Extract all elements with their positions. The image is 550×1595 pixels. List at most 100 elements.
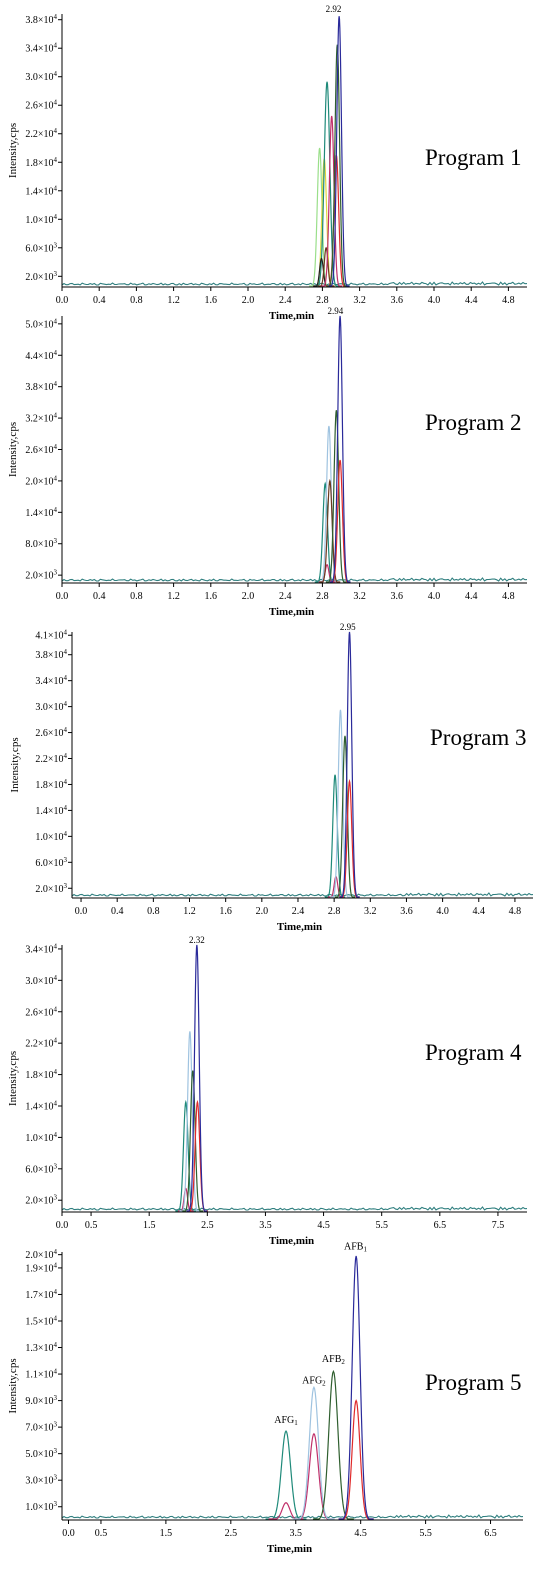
x-tick-label: 1.6 <box>205 591 218 602</box>
x-tick-label: 0.5 <box>85 1220 98 1231</box>
x-tick-label: 1.2 <box>183 906 196 917</box>
x-tick-label: 2.4 <box>292 906 305 917</box>
y-axis-label: Intensity,cps <box>9 737 21 792</box>
peak-time-label: 2.32 <box>189 935 205 945</box>
y-tick-label: 1.8×104 <box>35 778 67 791</box>
x-tick-label: 6.5 <box>484 1528 497 1539</box>
peak-annotation: AFB2 <box>322 1354 345 1366</box>
y-tick-label: 3.8×104 <box>35 648 67 661</box>
x-tick-label: 4.4 <box>465 295 478 306</box>
x-tick-label: 6.5 <box>434 1220 447 1231</box>
series-navy-peak-6 <box>339 631 360 898</box>
x-tick-label: 1.5 <box>143 1220 156 1231</box>
baseline-trace <box>61 1206 528 1211</box>
x-tick-label: 2.5 <box>201 1220 214 1231</box>
series-darkgreen-peak-4 <box>334 735 356 898</box>
baseline-trace <box>61 1514 524 1519</box>
y-tick-label: 2.6×104 <box>35 726 67 739</box>
program-label: Program 5 <box>425 1370 521 1395</box>
x-tick-label: 0.8 <box>147 906 160 917</box>
y-tick-label: 2.0×103 <box>25 1194 57 1207</box>
x-tick-label: 4.5 <box>354 1528 367 1539</box>
y-tick-label: 2.0×103 <box>25 270 57 283</box>
program-label: Program 2 <box>425 410 521 435</box>
series-red-peak-6 <box>338 1399 374 1520</box>
peak-time-label: 2.92 <box>326 4 342 14</box>
x-tick-label: 3.5 <box>289 1528 302 1539</box>
x-tick-label: 0.8 <box>130 295 143 306</box>
x-tick-label: 4.0 <box>428 295 441 306</box>
x-tick-label: 0.0 <box>56 295 69 306</box>
y-tick-label: 1.0×104 <box>25 213 57 226</box>
x-tick-label: 0.0 <box>56 1220 69 1231</box>
y-tick-label: 3.2×104 <box>25 412 57 425</box>
x-tick-label: 2.4 <box>279 295 292 306</box>
y-tick-label: 1.4×104 <box>25 506 57 519</box>
x-tick-label: 2.4 <box>279 591 292 602</box>
baseline-trace <box>71 892 534 897</box>
series-darkgreen-peak-5 <box>312 1369 354 1520</box>
x-tick-label: 3.2 <box>353 591 366 602</box>
series-brown-peak-4 <box>319 478 341 583</box>
y-tick-label: 1.1×104 <box>25 1368 57 1381</box>
x-tick-label: 0.0 <box>62 1528 75 1539</box>
y-tick-label: 1.8×104 <box>25 156 57 169</box>
y-tick-label: 4.4×104 <box>25 349 57 362</box>
series-navy-peak-7 <box>338 1255 374 1520</box>
y-tick-label: 7.0×103 <box>25 1421 57 1434</box>
x-tick-label: 0.8 <box>130 591 143 602</box>
chart-panel-3: 0.0 0.4 0.8 1.2 1.6 2.0 2.4 2.8 3.2 3.6 4.0 4.4 4.8 2… <box>9 622 534 933</box>
program-label: Program 1 <box>425 145 521 170</box>
y-tick-label: 5.0×104 <box>25 317 57 330</box>
x-tick-label: 0.0 <box>75 906 88 917</box>
series-teal-peak-3 <box>314 81 340 287</box>
x-tick-label: 2.8 <box>316 591 329 602</box>
series-lightblue-peak-3 <box>330 709 351 898</box>
x-tick-label: 3.6 <box>391 295 404 306</box>
series-darkgreen-peak-4 <box>182 1070 204 1212</box>
y-tick-label: 2.2×104 <box>25 1037 57 1050</box>
x-tick-label: 3.6 <box>400 906 413 917</box>
y-tick-label: 2.0×103 <box>35 882 67 895</box>
series-magenta-peak-6 <box>321 115 343 287</box>
chart-panel-4: 0.0 0.5 1.5 2.5 3.5 4.5 5.5 6.5 7.5 2.0×103 6.0×10… <box>7 935 528 1247</box>
y-tick-label: 1.0×104 <box>35 830 67 843</box>
y-tick-label: 1.0×104 <box>25 1131 57 1144</box>
program-label: Program 4 <box>425 1040 522 1065</box>
x-tick-label: 4.0 <box>428 591 441 602</box>
series-darkgreen-peak-8 <box>326 44 348 287</box>
y-tick-label: 1.0×103 <box>25 1500 57 1513</box>
x-tick-label: 3.2 <box>353 295 366 306</box>
y-tick-label: 2.2×104 <box>35 752 67 765</box>
y-tick-label: 2.0×103 <box>25 569 57 582</box>
y-tick-label: 2.2×104 <box>25 127 57 140</box>
x-axis-label: Time,min <box>269 310 314 322</box>
y-tick-label: 5.0×103 <box>25 1447 57 1460</box>
y-tick-label: 3.4×104 <box>35 674 67 687</box>
x-tick-label: 0.0 <box>56 591 69 602</box>
series-navy-peak-6 <box>186 944 208 1212</box>
y-tick-label: 3.8×104 <box>25 13 57 26</box>
y-tick-label: 9.0×103 <box>25 1394 57 1407</box>
y-tick-label: 3.8×104 <box>25 380 57 393</box>
series-teal-peak-1 <box>265 1430 307 1520</box>
x-tick-label: 1.6 <box>219 906 232 917</box>
y-tick-label: 3.4×104 <box>25 942 57 955</box>
y-axis-label: Intensity,cps <box>7 1051 19 1106</box>
x-axis-label: Time,min <box>267 1543 312 1555</box>
series-lightblue-peak-4 <box>293 1385 335 1520</box>
x-tick-label: 1.2 <box>167 295 180 306</box>
x-tick-label: 2.8 <box>316 295 329 306</box>
peak-time-label: 2.94 <box>328 306 344 316</box>
y-tick-label: 3.0×103 <box>25 1474 57 1487</box>
x-tick-label: 1.2 <box>167 591 180 602</box>
y-tick-label: 3.0×104 <box>35 700 67 713</box>
x-tick-label: 5.5 <box>375 1220 388 1231</box>
x-tick-label: 5.5 <box>419 1528 432 1539</box>
peak-annotation: AFB1 <box>344 1241 367 1253</box>
x-tick-label: 2.0 <box>242 591 255 602</box>
y-tick-label: 2.0×104 <box>25 1248 57 1261</box>
y-tick-label: 3.0×104 <box>25 974 57 987</box>
